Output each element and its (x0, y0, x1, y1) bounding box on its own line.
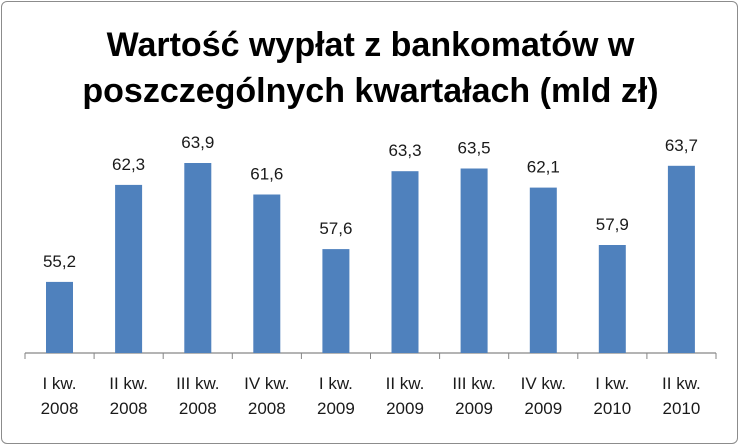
bar-9 (667, 165, 695, 353)
x-tick-label-9-line-1: II kw. (662, 374, 701, 393)
x-tick-label-6-line-2: 2009 (455, 399, 493, 418)
x-tick-label-0-line-1: I kw. (42, 374, 76, 393)
x-tick-label-2-line-1: III kw. (176, 374, 219, 393)
bar-4 (322, 249, 350, 353)
x-tick-label-4-line-1: I kw. (319, 374, 353, 393)
bar-value-label-0: 55,2 (43, 252, 76, 271)
chart-title-line-1: Wartość wypłat z bankomatów w (106, 26, 635, 64)
x-tick-label-3-line-1: IV kw. (244, 374, 289, 393)
chart-title: Wartość wypłat z bankomatów w poszczegól… (0, 22, 741, 114)
x-tick-label-5-line-2: 2009 (386, 399, 424, 418)
x-tick-label-2-line-2: 2008 (179, 399, 217, 418)
x-tick-label-3-line-2: 2008 (248, 399, 286, 418)
bar-1 (115, 184, 143, 353)
bar-value-label-9: 63,7 (665, 136, 698, 155)
bar-6 (460, 168, 488, 353)
x-tick-label-9-line-2: 2010 (662, 399, 700, 418)
bar-value-label-4: 57,6 (319, 219, 352, 238)
bar-value-label-2: 63,9 (181, 133, 214, 152)
bar-value-label-5: 63,3 (388, 141, 421, 160)
bar-value-label-3: 61,6 (250, 165, 283, 184)
bar-3 (253, 194, 281, 353)
x-tick-label-1-line-1: II kw. (109, 374, 148, 393)
bar-2 (184, 163, 212, 353)
bar-0 (46, 281, 73, 353)
x-tick-label-1-line-2: 2008 (110, 399, 148, 418)
x-tick-label-6-line-1: III kw. (452, 374, 495, 393)
bar-8 (598, 245, 626, 353)
x-tick-label-5-line-1: II kw. (386, 374, 425, 393)
bar-value-label-6: 63,5 (458, 139, 491, 158)
x-tick-label-4-line-2: 2009 (317, 399, 355, 418)
bar-value-label-7: 62,1 (527, 158, 560, 177)
bar-5 (391, 171, 419, 353)
x-tick-label-8-line-2: 2010 (593, 399, 631, 418)
bar-7 (529, 187, 557, 353)
x-tick-label-7-line-2: 2009 (524, 399, 562, 418)
chart-title-line-2: poszczególnych kwartałach (mld zł) (82, 72, 659, 110)
x-tick-label-8-line-1: I kw. (595, 374, 629, 393)
bar-value-label-8: 57,9 (596, 215, 629, 234)
x-tick-label-0-line-2: 2008 (41, 399, 79, 418)
x-tick-label-7-line-1: IV kw. (521, 374, 566, 393)
bar-value-label-1: 62,3 (112, 155, 145, 174)
